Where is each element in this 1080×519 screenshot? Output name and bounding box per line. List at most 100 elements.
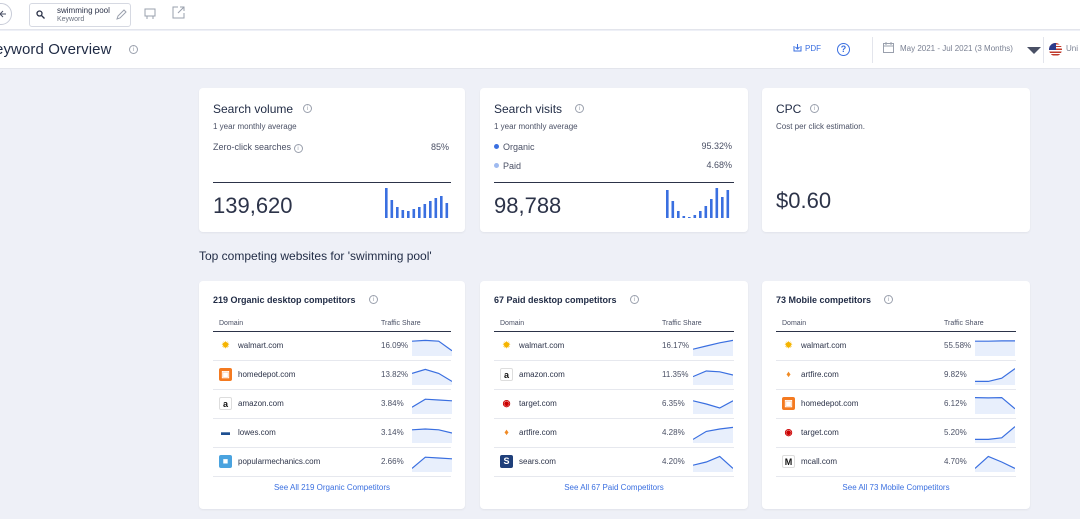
competitor-row[interactable]: ▣ homedepot.com 13.82% xyxy=(213,361,452,390)
competitor-domain[interactable]: mcall.com xyxy=(801,457,838,466)
see-all-link[interactable]: See All 219 Organic Competitors xyxy=(273,483,391,492)
panel-title: 219 Organic desktop competitors xyxy=(213,295,356,305)
info-icon[interactable]: i xyxy=(630,295,639,304)
us-flag-icon[interactable] xyxy=(1049,43,1062,56)
info-icon[interactable]: i xyxy=(369,295,378,304)
competitor-domain[interactable]: lowes.com xyxy=(238,428,276,437)
competitor-share: 2.66% xyxy=(381,457,404,466)
keyword-search-box[interactable]: swimming pool Keyword xyxy=(29,3,131,27)
info-icon[interactable]: i xyxy=(293,144,303,153)
competitor-domain[interactable]: amazon.com xyxy=(238,399,284,408)
competitor-domain[interactable]: target.com xyxy=(519,399,557,408)
edit-icon[interactable] xyxy=(116,9,127,20)
competitor-row[interactable]: ■ popularmechanics.com 2.66% xyxy=(213,448,452,477)
trend-sparkline xyxy=(693,400,733,414)
open-external-icon[interactable] xyxy=(172,6,185,19)
walmart-icon: ✹ xyxy=(782,339,795,352)
competitor-row[interactable]: ♦ artfire.com 9.82% xyxy=(776,361,1016,390)
competitor-row[interactable]: ✹ walmart.com 16.09% xyxy=(213,332,452,361)
volume-bar xyxy=(721,197,724,218)
competitor-share: 9.82% xyxy=(944,370,967,379)
competitor-domain[interactable]: walmart.com xyxy=(519,341,565,350)
chevron-down-icon[interactable] xyxy=(1027,47,1041,54)
download-icon xyxy=(793,44,802,52)
paid-label: Paid xyxy=(494,161,521,171)
competitor-domain[interactable]: artfire.com xyxy=(801,370,839,379)
title-info-icon[interactable]: i xyxy=(129,45,138,54)
domain-column-header: Domain xyxy=(500,320,525,327)
info-icon[interactable]: i xyxy=(575,104,584,113)
volume-bar xyxy=(671,201,675,218)
info-icon[interactable]: i xyxy=(884,295,893,304)
info-icon[interactable]: i xyxy=(303,104,312,113)
volume-bar xyxy=(710,199,713,218)
competitor-row[interactable]: ✹ walmart.com 55.58% xyxy=(776,332,1016,361)
keyword-type: Keyword xyxy=(57,16,85,23)
target-icon: ◉ xyxy=(500,397,513,410)
back-button[interactable] xyxy=(0,3,12,25)
volume-bar xyxy=(401,210,405,218)
search-volume-card: Search volume i 1 year monthly average Z… xyxy=(199,88,465,232)
competitor-row[interactable]: ◉ target.com 5.20% xyxy=(776,419,1016,448)
trend-sparkline xyxy=(412,368,452,385)
cpc-value: $0.60 xyxy=(776,188,832,213)
date-range-picker[interactable]: May 2021 - Jul 2021 (3 Months) xyxy=(883,42,1013,53)
trend-sparkline xyxy=(693,426,733,443)
competitor-share: 5.20% xyxy=(944,428,967,437)
sparkline-area xyxy=(412,340,452,356)
sears-icon: S xyxy=(500,455,513,468)
competitor-domain[interactable]: amazon.com xyxy=(519,370,565,379)
competitor-row[interactable]: ▬ lowes.com 3.14% xyxy=(213,419,452,448)
sparkline-area xyxy=(412,369,452,385)
country-select[interactable]: Uni xyxy=(1066,44,1079,53)
see-all-link[interactable]: See All 73 Mobile Competitors xyxy=(842,483,950,492)
traffic-share-column-header: Traffic Share xyxy=(381,320,421,327)
paid-dot xyxy=(494,163,499,168)
volume-bar xyxy=(445,203,449,218)
search-volume-value: 139,620 xyxy=(213,193,293,218)
trend-sparkline xyxy=(412,428,452,443)
competitor-domain[interactable]: walmart.com xyxy=(238,341,284,350)
competitor-row[interactable]: ✹ walmart.com 16.17% xyxy=(494,332,734,361)
competitor-domain[interactable]: artfire.com xyxy=(519,428,557,437)
mcall-icon: M xyxy=(782,455,795,468)
competitor-domain[interactable]: homedepot.com xyxy=(238,370,296,379)
competitor-row[interactable]: ▣ homedepot.com 6.12% xyxy=(776,390,1016,419)
competitor-domain[interactable]: sears.com xyxy=(519,457,556,466)
sparkline-area xyxy=(412,399,452,414)
volume-bar xyxy=(418,207,421,218)
see-all-link[interactable]: See All 67 Paid Competitors xyxy=(564,483,664,492)
volume-bar xyxy=(715,188,719,218)
sparkline-line xyxy=(693,339,733,350)
info-icon[interactable]: i xyxy=(810,104,819,113)
help-icon[interactable]: ? xyxy=(837,43,850,56)
competitor-domain[interactable]: popularmechanics.com xyxy=(238,457,321,466)
organic-label: Organic xyxy=(494,142,535,152)
sparkline-line xyxy=(975,455,1015,469)
trend-sparkline xyxy=(693,339,733,356)
volume-bar xyxy=(666,190,669,218)
pdf-button[interactable]: PDF xyxy=(793,44,821,53)
competitor-row[interactable]: a amazon.com 11.35% xyxy=(494,361,734,390)
organic-competitors-panel: 219 Organic desktop competitors i Domain Tr… xyxy=(199,281,465,509)
sparkline-line xyxy=(693,455,733,469)
volume-bar xyxy=(390,200,394,218)
competitor-domain[interactable]: target.com xyxy=(801,428,839,437)
competitor-row[interactable]: ◉ target.com 6.35% xyxy=(494,390,734,419)
compare-icon[interactable] xyxy=(143,6,157,20)
competitor-domain[interactable]: walmart.com xyxy=(801,341,847,350)
competitor-row[interactable]: a amazon.com 3.84% xyxy=(213,390,452,419)
sparkline-area xyxy=(975,426,1015,443)
divider xyxy=(1043,37,1044,63)
sparkline-area xyxy=(693,400,733,414)
competitor-domain[interactable]: homedepot.com xyxy=(801,399,859,408)
volume-bar xyxy=(682,216,686,218)
competitor-row[interactable]: ♦ artfire.com 4.28% xyxy=(494,419,734,448)
sparkline-line xyxy=(412,368,452,382)
trend-sparkline xyxy=(412,456,452,472)
sparkline-line xyxy=(412,428,452,434)
domain-column-header: Domain xyxy=(219,320,244,327)
trend-sparkline xyxy=(975,368,1015,385)
